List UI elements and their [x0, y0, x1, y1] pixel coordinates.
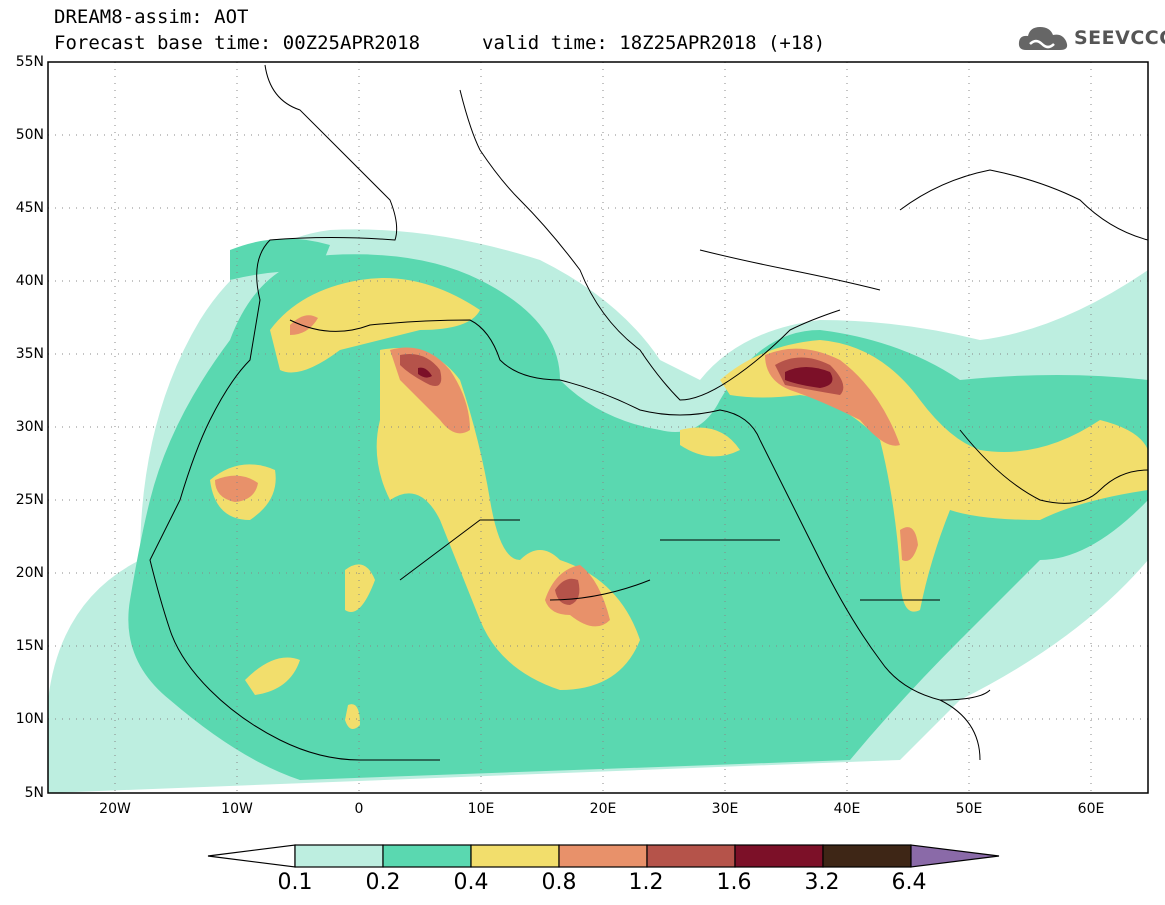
lat-lon-grid	[48, 62, 1148, 793]
lat-label-20n: 20N	[15, 565, 44, 581]
lon-label-50e: 50E	[955, 801, 983, 817]
lat-label-10n: 10N	[15, 711, 44, 727]
seevccc-logo: SEEVCCC	[1016, 22, 1165, 56]
lon-label-20e: 20E	[589, 801, 617, 817]
lat-label-30n: 30N	[15, 419, 44, 435]
colorbar-label-0.1: 0.1	[277, 870, 313, 895]
valid-time: valid time: 18Z25APR2018 (+18)	[482, 32, 826, 54]
coastlines	[149, 64, 1148, 761]
colorbar-label-6.4: 6.4	[891, 870, 927, 895]
lat-label-35n: 35N	[15, 346, 44, 362]
logo-text: SEEVCCC	[1074, 27, 1165, 49]
lon-label-0: 0	[354, 801, 364, 817]
lon-label-60e: 60E	[1077, 801, 1105, 817]
lat-label-15n: 15N	[15, 638, 44, 654]
lat-label-40n: 40N	[15, 273, 44, 289]
lon-label-10w: 10W	[221, 801, 253, 817]
colorbar-label-0.2: 0.2	[365, 870, 401, 895]
map-title: DREAM8-assim: AOT	[54, 6, 249, 28]
lon-label-30e: 30E	[711, 801, 739, 817]
lat-label-25n: 25N	[15, 492, 44, 508]
lon-label-40e: 40E	[833, 801, 861, 817]
lon-label-10e: 10E	[467, 801, 495, 817]
lat-label-55n: 55N	[15, 54, 44, 70]
colorbar-label-3.2: 3.2	[804, 870, 840, 895]
aot-band-1.6	[418, 367, 833, 388]
lat-label-50n: 50N	[15, 127, 44, 143]
colorbar-label-0.4: 0.4	[453, 870, 489, 895]
cloud-icon	[1018, 27, 1068, 50]
map-frame	[47, 61, 1149, 794]
colorbar-label-1.2: 1.2	[628, 870, 664, 895]
lon-label-20w: 20W	[99, 801, 131, 817]
forecast-base-time: Forecast base time: 00Z25APR2018	[54, 32, 421, 54]
colorbar-label-0.8: 0.8	[541, 870, 577, 895]
colorbar-label-1.6: 1.6	[716, 870, 752, 895]
lat-label-5n: 5N	[24, 785, 44, 801]
lat-label-45n: 45N	[15, 200, 44, 216]
